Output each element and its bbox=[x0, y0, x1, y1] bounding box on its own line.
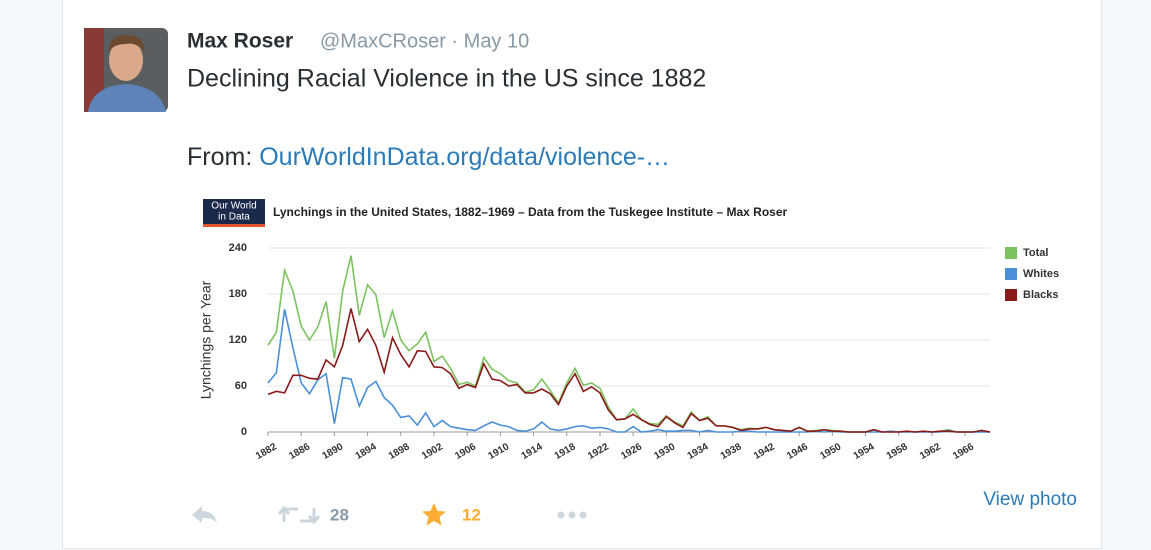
x-tick-label: 1938 bbox=[719, 441, 744, 462]
x-tick-label: 1894 bbox=[354, 441, 379, 462]
legend-label: Whites bbox=[1023, 268, 1059, 280]
y-tick-label: 60 bbox=[235, 380, 247, 392]
x-tick-label: 1958 bbox=[885, 441, 910, 462]
plot: 0 60 120 180 240 1882 1886 1890 1894 1898 1902 1906… bbox=[229, 242, 1059, 462]
legend-label: Total bbox=[1023, 247, 1048, 259]
legend-label: Blacks bbox=[1023, 289, 1058, 301]
y-tick-label: 180 bbox=[229, 288, 247, 300]
x-tick-label: 1890 bbox=[320, 441, 345, 462]
chart-title: Lynchings in the United States, 1882–196… bbox=[273, 205, 787, 219]
series-line bbox=[268, 256, 990, 432]
y-tick-label: 240 bbox=[229, 242, 247, 254]
x-tick-label: 1962 bbox=[918, 441, 943, 462]
x-tick-label: 1950 bbox=[818, 441, 843, 462]
x-tick-label: 1930 bbox=[652, 441, 677, 462]
y-tick-label: 0 bbox=[241, 426, 247, 438]
tweet-text: From: OurWorldInData.org/data/violence-… bbox=[187, 143, 670, 171]
x-tick-label: 1914 bbox=[520, 441, 545, 462]
x-tick-label: 1882 bbox=[254, 441, 279, 462]
y-tick-label: 120 bbox=[229, 334, 247, 346]
link[interactable]: OurWorldInData.org/data/violence-… bbox=[259, 143, 670, 171]
user-meta: @MaxCRoser · May 10 bbox=[320, 30, 529, 52]
x-tick-label: 1934 bbox=[686, 441, 711, 462]
x-tick-label: 1954 bbox=[852, 441, 877, 462]
legend-swatch bbox=[1005, 268, 1017, 280]
more-icon[interactable] bbox=[558, 512, 587, 519]
logo-text: Our World bbox=[211, 201, 256, 212]
link-prefix: From: bbox=[187, 143, 259, 171]
x-tick-label: 1926 bbox=[619, 441, 644, 462]
tweet-text: Declining Racial Violence in the US sinc… bbox=[187, 65, 706, 93]
x-tick-label: 1898 bbox=[387, 441, 412, 462]
x-tick-label: 1918 bbox=[553, 441, 578, 462]
user-name[interactable]: Max Roser bbox=[187, 30, 293, 53]
avatar[interactable] bbox=[84, 28, 168, 112]
logo-underline bbox=[203, 224, 265, 227]
x-tick-label: 1910 bbox=[486, 441, 511, 462]
x-tick-label: 1906 bbox=[453, 441, 478, 462]
page: Max Roser @MaxCRoser · May 10 Declining … bbox=[0, 0, 1151, 550]
x-tick-label: 1922 bbox=[586, 441, 611, 462]
legend-swatch bbox=[1005, 289, 1017, 301]
tweet: Max Roser @MaxCRoser · May 10 Declining … bbox=[0, 0, 1151, 550]
legend-swatch bbox=[1005, 247, 1017, 259]
reply-icon[interactable] bbox=[192, 506, 217, 523]
y-axis-label: Lynchings per Year bbox=[198, 280, 214, 399]
favorite-count: 12 bbox=[462, 505, 481, 524]
favorite-icon[interactable] bbox=[422, 503, 446, 526]
x-tick-label: 1886 bbox=[287, 441, 312, 462]
view-photo[interactable]: View photo bbox=[983, 489, 1077, 510]
x-tick-label: 1942 bbox=[752, 441, 777, 462]
retweet-count: 28 bbox=[330, 505, 349, 524]
x-tick-label: 1946 bbox=[785, 441, 810, 462]
logo-text: in Data bbox=[218, 212, 250, 223]
retweet-icon[interactable] bbox=[279, 508, 319, 522]
x-tick-label: 1902 bbox=[420, 441, 445, 462]
x-tick-label: 1966 bbox=[951, 441, 976, 462]
